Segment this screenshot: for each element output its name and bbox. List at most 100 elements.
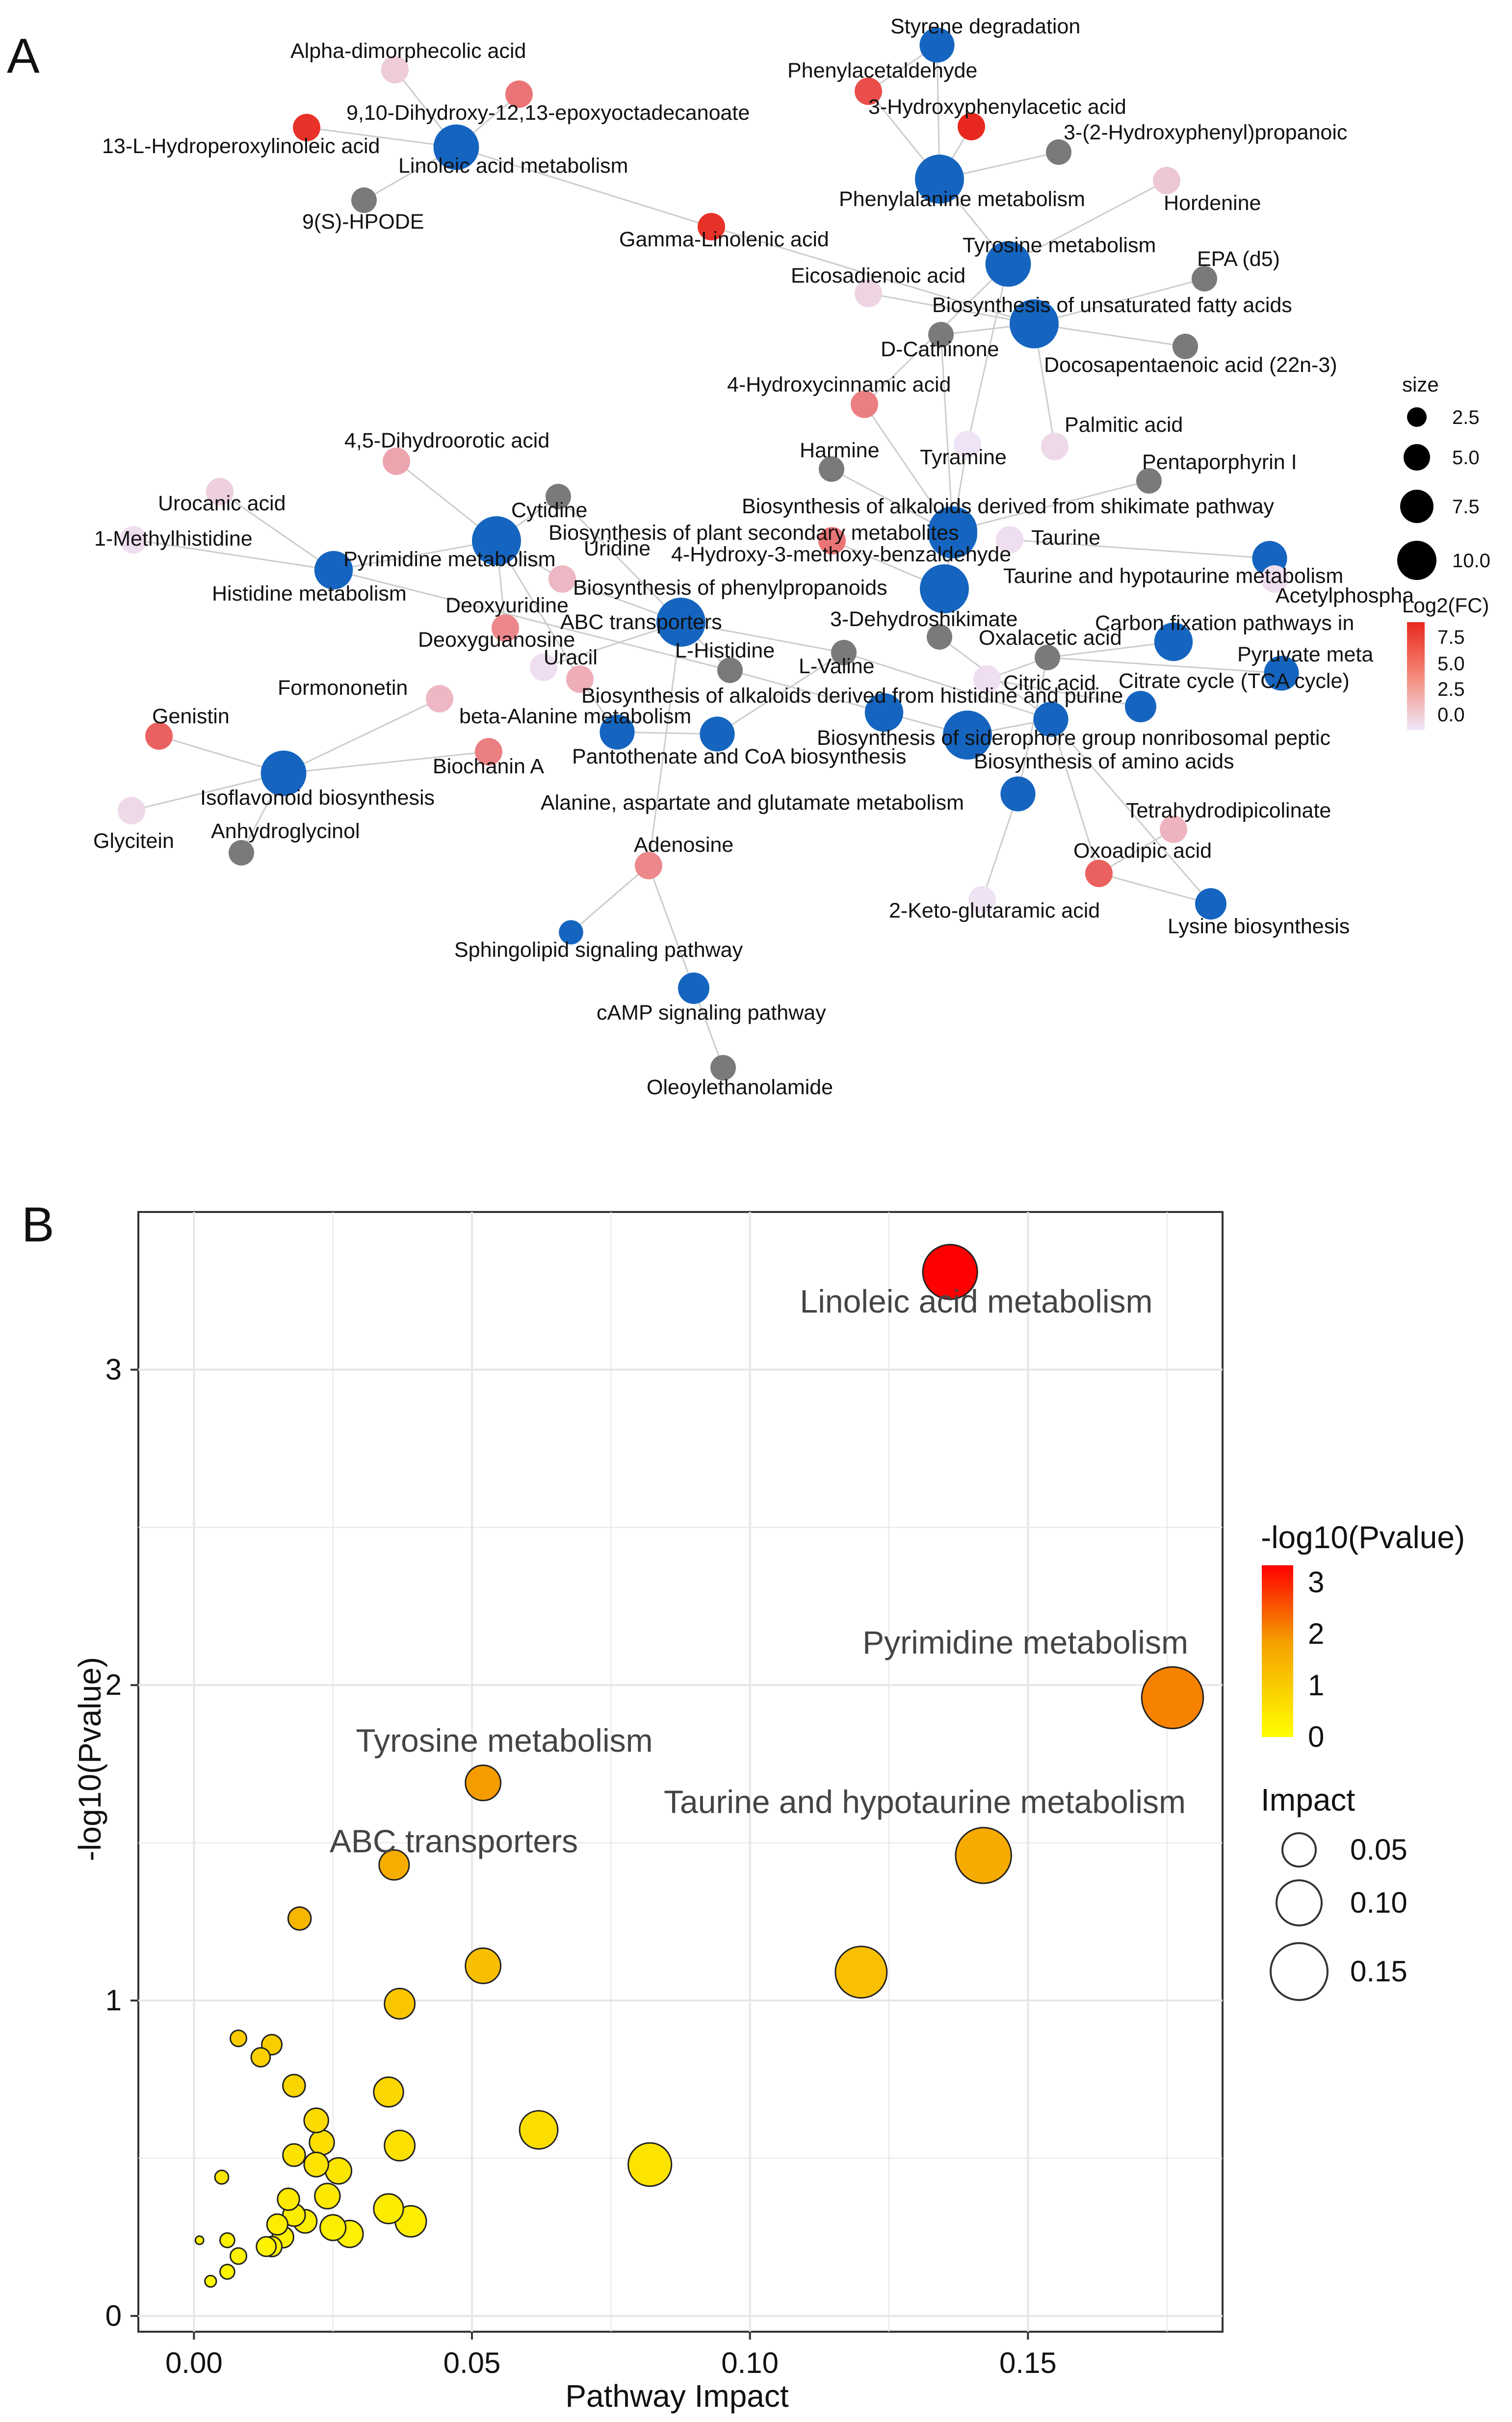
impact-legend-label: 0.05 bbox=[1350, 1833, 1408, 1866]
impact-legend-label: 0.10 bbox=[1350, 1886, 1408, 1919]
node-histidine_metab bbox=[314, 551, 353, 590]
node-label-harmine: Harmine bbox=[800, 439, 880, 462]
size-legend-key bbox=[1404, 444, 1430, 471]
size-legend: size 2.5 5.0 7.5 10.0 bbox=[1397, 373, 1490, 580]
network-edge bbox=[131, 772, 284, 812]
panel-a-network: A Styrene degradation Phenylacetaldehyde 3… bbox=[7, 15, 1490, 1099]
node-label-methylhistidine: 1-Methylhistidine bbox=[94, 527, 253, 551]
network-edge bbox=[219, 491, 334, 571]
size-legend-label: 2.5 bbox=[1452, 407, 1480, 428]
node-hordenine bbox=[1153, 167, 1180, 194]
node-label-alkaloid_shikimate: Biosynthesis of alkaloids derived from s… bbox=[742, 495, 1275, 518]
x-tick-label: 0.00 bbox=[165, 2346, 223, 2379]
network-edge bbox=[495, 540, 581, 680]
node-citric bbox=[973, 665, 1001, 693]
pvalue-legend-title: -log10(Pvalue) bbox=[1261, 1520, 1465, 1555]
pvalue-tick: 3 bbox=[1308, 1566, 1324, 1599]
node-label-histidine_metab: Histidine metabolism bbox=[212, 582, 407, 606]
node-unsat_fa bbox=[1010, 299, 1059, 348]
node-siderophore bbox=[943, 711, 992, 760]
scatter-point bbox=[266, 2213, 288, 2236]
log2fc-legend-title: Log2(FC) bbox=[1402, 594, 1489, 617]
node-label-phenylacetaldehyde: Phenylacetaldehyde bbox=[787, 59, 977, 82]
node-label-hydroxycinnamic: 4-Hydroxycinnamic acid bbox=[727, 373, 951, 396]
scatter-point bbox=[309, 2129, 335, 2156]
node-urocanic bbox=[206, 478, 234, 505]
node-alpha_dimorphecolic bbox=[381, 56, 409, 83]
node-glycitein bbox=[118, 797, 145, 824]
node-phenylpropanoids bbox=[920, 564, 969, 613]
grid-lines bbox=[138, 1212, 1223, 2332]
network-edge bbox=[571, 865, 649, 933]
node-camp bbox=[678, 973, 709, 1004]
scatter-point bbox=[229, 2029, 248, 2048]
network-edge bbox=[966, 263, 1009, 445]
node-label-amino_acids: Biosynthesis of amino acids bbox=[974, 750, 1234, 773]
node-label-sphingolipid: Sphingolipid signaling pathway bbox=[454, 938, 743, 962]
network-edge bbox=[1098, 828, 1174, 874]
network-edge bbox=[648, 865, 695, 989]
scatter-point bbox=[214, 2169, 230, 2185]
network-edge bbox=[1098, 872, 1211, 905]
scatter-point bbox=[319, 2214, 347, 2241]
scatter-point bbox=[282, 2074, 306, 2098]
node-label-tca: Citrate cycle (TCA cycle) bbox=[1119, 669, 1350, 693]
node-label-alanine: Alanine, aspartate and glutamate metabol… bbox=[541, 791, 964, 815]
network-edge bbox=[981, 793, 1019, 900]
network-edge bbox=[557, 496, 682, 623]
node-label-acetylphosphate: Acetylphospha bbox=[1276, 584, 1414, 607]
x-tick-label: 0.05 bbox=[443, 2346, 501, 2379]
node-label-pyruvate: Pyruvate meta bbox=[1237, 643, 1373, 666]
node-label-palmitic: Palmitic acid bbox=[1065, 413, 1183, 437]
scatter-point bbox=[384, 1988, 416, 2020]
node-label-eicosadienoic: Eicosadienoic acid bbox=[791, 264, 965, 288]
scatter-point bbox=[303, 2152, 329, 2178]
node-label-unsat_fa: Biosynthesis of unsaturated fatty acids bbox=[932, 293, 1292, 317]
node-pentaporphyrin bbox=[1136, 468, 1162, 494]
node-label-lysine: Lysine biosynthesis bbox=[1168, 915, 1350, 938]
node-label-hydroxyphenylacetic: 3-Hydroxyphenylacetic acid bbox=[868, 95, 1126, 119]
node-methoxybenzaldehyde bbox=[818, 527, 846, 554]
node-uridine bbox=[548, 565, 576, 593]
x-tick-label: 0.10 bbox=[721, 2346, 779, 2379]
network-edge bbox=[1047, 657, 1282, 674]
impact-legend-label: 0.15 bbox=[1350, 1955, 1408, 1988]
node-label-biochanin: Biochanin A bbox=[433, 755, 544, 778]
scatter-points bbox=[194, 1244, 1204, 2288]
network-edge bbox=[283, 751, 489, 774]
node-label-adenosine: Adenosine bbox=[634, 833, 733, 857]
point-label: Linoleic acid metabolism bbox=[800, 1283, 1152, 1319]
node-oxalacetic bbox=[1035, 645, 1060, 670]
scatter-point bbox=[282, 2143, 306, 2167]
log2fc-tick: 7.5 bbox=[1437, 627, 1465, 648]
network-edge bbox=[711, 226, 1035, 325]
scatter-point bbox=[219, 2264, 235, 2280]
size-legend-label: 5.0 bbox=[1452, 447, 1480, 469]
scatter-point bbox=[229, 2247, 248, 2265]
log2fc-legend: Log2(FC) 7.5 5.0 2.5 0.0 bbox=[1402, 594, 1489, 730]
node-label-camp: cAMP signaling pathway bbox=[597, 1001, 826, 1025]
node-deoxyguanosine bbox=[530, 654, 557, 681]
node-label-siderophore: Biosynthesis of siderophore group nonrib… bbox=[817, 726, 1330, 750]
node-label-citric: Citric acid bbox=[1003, 671, 1096, 695]
network-edge bbox=[1034, 278, 1205, 325]
node-hpode13 bbox=[293, 114, 320, 141]
node-dehydroshikimate bbox=[927, 624, 952, 650]
node-label-genistin: Genistin bbox=[152, 705, 230, 728]
x-tick-label: 0.15 bbox=[999, 2346, 1057, 2379]
node-phenylacetaldehyde bbox=[855, 78, 882, 105]
network-edge bbox=[456, 146, 712, 228]
node-methylhistidine bbox=[120, 526, 147, 553]
node-beta_alanine bbox=[600, 714, 635, 750]
node-label-anhydroglycinol: Anhydroglycinol bbox=[211, 819, 360, 843]
pvalue-colorbar bbox=[1262, 1565, 1293, 1737]
node-label-uridine: Uridine bbox=[584, 537, 651, 560]
node-label-dihydroxy_epoxy: 9,10-Dihydroxy-12,13-epoxyoctadecanoate bbox=[346, 101, 750, 125]
scatter-point bbox=[834, 1946, 888, 1999]
network-edge bbox=[940, 334, 954, 531]
y-tick-label: 1 bbox=[105, 1984, 122, 2017]
node-label-deoxyuridine: Deoxyuridine bbox=[445, 594, 569, 617]
scatter-point bbox=[303, 2107, 329, 2133]
node-tyrosine bbox=[985, 241, 1031, 287]
